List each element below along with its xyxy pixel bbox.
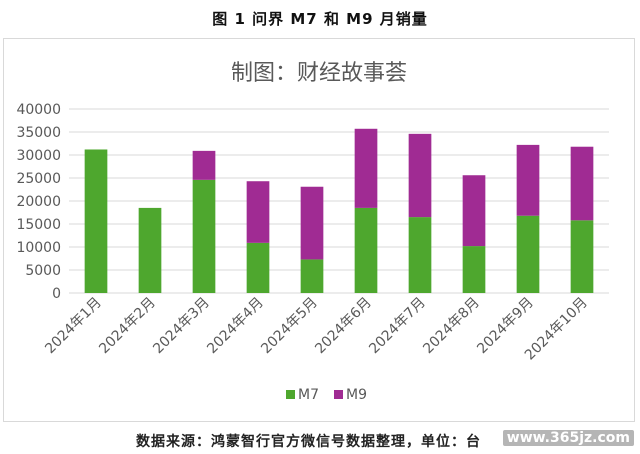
- bar-m9: [246, 181, 270, 243]
- x-tick-label: 2024年5月: [258, 295, 321, 358]
- bar-m7: [408, 217, 432, 293]
- legend-label-m9: M9: [346, 387, 367, 403]
- y-tick-label: 30000: [16, 148, 61, 164]
- x-tick-label: 2024年1月: [42, 295, 105, 358]
- bar-layer: [84, 128, 594, 293]
- y-tick-label: 20000: [16, 194, 61, 210]
- y-tick-label: 25000: [16, 171, 61, 187]
- y-tick-labels: 0 5000 10000 15000 20000 25000 30000 35000 40000: [16, 102, 61, 302]
- chart-frame: 制图：财经故事荟 0 5000 10000 15000 20000 25000 30000 3…: [3, 38, 635, 422]
- bar-m7: [246, 242, 270, 293]
- bar-m9: [408, 133, 432, 218]
- legend-label-m7: M7: [298, 387, 319, 403]
- x-tick-label: 2024年8月: [420, 295, 483, 358]
- bar-m7: [84, 149, 108, 293]
- y-tick-label: 0: [52, 286, 61, 302]
- bar-m9: [300, 186, 324, 260]
- bar-m7: [138, 207, 162, 293]
- x-tick-labels: 2024年1月2024年2月2024年3月2024年4月2024年5月2024年…: [42, 295, 591, 364]
- bar-m7: [570, 220, 594, 293]
- source-note: 数据来源：鸿蒙智行官方微信号数据整理，单位：台: [136, 434, 481, 450]
- legend-swatch-m7: [286, 390, 295, 399]
- figure-caption: 图 1 问界 M7 和 M9 月销量: [212, 10, 428, 28]
- y-tick-label: 15000: [16, 217, 61, 233]
- bar-m7: [300, 259, 324, 293]
- bar-m9: [516, 144, 540, 216]
- y-tick-label: 10000: [16, 240, 61, 256]
- x-tick-label: 2024年6月: [312, 295, 375, 358]
- y-tick-label: 35000: [16, 125, 61, 141]
- x-tick-label: 2024年3月: [150, 295, 213, 358]
- bar-m9: [192, 150, 216, 180]
- bar-m9: [570, 146, 594, 221]
- bar-m7: [462, 246, 486, 293]
- x-tick-label: 2024年4月: [204, 295, 267, 358]
- y-tick-label: 40000: [16, 102, 61, 118]
- bar-m7: [354, 207, 378, 293]
- bar-m9: [462, 175, 486, 247]
- x-tick-label: 2024年7月: [366, 295, 429, 358]
- watermark: www.365jz.com: [502, 430, 634, 446]
- bar-m7: [516, 215, 540, 293]
- chart-title: 制图：财经故事荟: [230, 61, 407, 86]
- bar-m9: [354, 128, 378, 208]
- bar-m7: [192, 179, 216, 293]
- y-tick-label: 5000: [25, 263, 61, 279]
- legend: M7 M9: [286, 387, 367, 403]
- legend-swatch-m9: [334, 390, 343, 399]
- stacked-bar-chart: 0 5000 10000 15000 20000 25000 30000 35000 40000…: [16, 102, 609, 403]
- x-tick-label: 2024年2月: [96, 295, 159, 358]
